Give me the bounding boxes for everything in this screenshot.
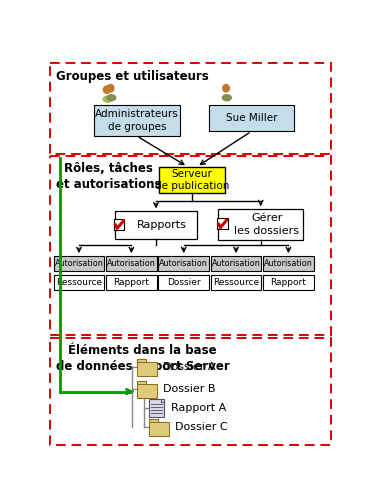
Text: Sue Miller: Sue Miller — [226, 113, 277, 123]
Text: Rôles, tâches
et autorisations: Rôles, tâches et autorisations — [56, 162, 161, 191]
Bar — [211, 275, 262, 290]
Text: Ressource: Ressource — [56, 278, 102, 287]
Bar — [54, 256, 105, 272]
Bar — [217, 218, 228, 229]
Text: Autorisation: Autorisation — [55, 259, 103, 268]
Bar — [137, 381, 146, 385]
Bar — [209, 105, 294, 132]
Text: Dossier A: Dossier A — [163, 362, 215, 372]
Bar — [106, 275, 157, 290]
Ellipse shape — [102, 96, 113, 103]
Bar — [159, 167, 225, 193]
Bar — [211, 256, 262, 272]
Text: Autorisation: Autorisation — [264, 259, 313, 268]
Text: Autorisation: Autorisation — [107, 259, 156, 268]
Text: Éléments dans la base
de données Report Server: Éléments dans la base de données Report … — [56, 344, 230, 373]
Ellipse shape — [106, 94, 116, 101]
Text: Autorisation: Autorisation — [159, 259, 208, 268]
Text: Rapports: Rapports — [137, 220, 187, 230]
Bar — [106, 256, 157, 272]
Bar — [149, 419, 158, 423]
Bar — [50, 63, 331, 154]
Bar — [94, 105, 180, 136]
Ellipse shape — [103, 85, 111, 94]
Text: Autorisation: Autorisation — [212, 259, 260, 268]
Text: Rapport: Rapport — [113, 278, 149, 287]
Text: Groupes et utilisateurs: Groupes et utilisateurs — [56, 71, 209, 84]
Text: Dossier: Dossier — [167, 278, 201, 287]
Bar — [137, 362, 157, 376]
Bar — [263, 275, 314, 290]
Text: Gérer
les dossiers: Gérer les dossiers — [234, 213, 299, 236]
Text: Dossier C: Dossier C — [175, 422, 228, 432]
Bar — [114, 219, 124, 230]
Text: Serveur
de publication: Serveur de publication — [155, 169, 230, 191]
Bar — [137, 384, 157, 398]
Bar — [263, 256, 314, 272]
Bar — [149, 422, 169, 436]
Bar — [218, 209, 303, 240]
Text: Ressource: Ressource — [213, 278, 259, 287]
Bar — [137, 359, 146, 363]
Ellipse shape — [222, 84, 230, 93]
Text: Rapport A: Rapport A — [171, 403, 226, 413]
Text: Rapport: Rapport — [270, 278, 307, 287]
Bar — [50, 338, 331, 446]
Ellipse shape — [222, 94, 232, 101]
Bar — [149, 399, 164, 417]
Bar — [50, 156, 331, 335]
Bar — [54, 275, 105, 290]
Bar — [115, 211, 197, 239]
Text: Dossier B: Dossier B — [163, 384, 215, 394]
Bar — [158, 256, 209, 272]
Text: Administrateurs
de groupes: Administrateurs de groupes — [95, 109, 179, 132]
Ellipse shape — [106, 84, 115, 93]
Bar — [158, 275, 209, 290]
